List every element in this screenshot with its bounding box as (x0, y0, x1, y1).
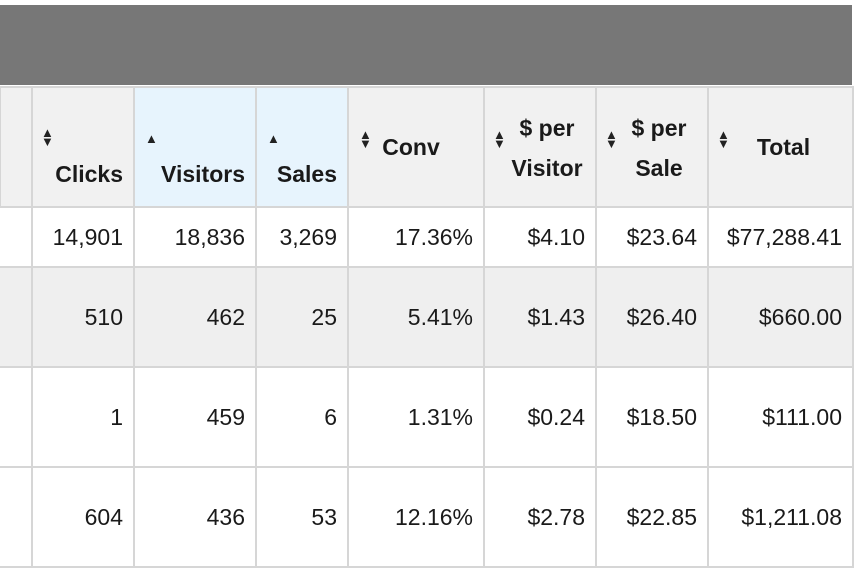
sort-both-icon[interactable]: ▲ ▼ (359, 127, 372, 151)
column-header-per-sale[interactable]: ▲ ▼ $ per Sale (595, 86, 709, 208)
column-header-label: Clicks (55, 161, 123, 187)
row-stub (0, 206, 33, 268)
top-header-bar (0, 5, 852, 85)
row-stub (0, 466, 33, 568)
cell-visitors: 436 (133, 466, 257, 568)
table-row: 510 462 25 5.41% $1.43 $26.40 $660.00 (0, 266, 854, 368)
cell-sales: 6 (255, 366, 349, 468)
cell-visitors: 459 (133, 366, 257, 468)
column-header-label: Total (756, 133, 811, 160)
header-stub (0, 86, 33, 208)
column-header-label-line1: $ per (631, 115, 687, 141)
column-header-per-visitor[interactable]: ▲ ▼ $ per Visitor (483, 86, 597, 208)
cell-conv: 1.31% (347, 366, 485, 468)
sort-both-icon[interactable]: ▲ ▼ (493, 127, 506, 151)
table-row: 1 459 6 1.31% $0.24 $18.50 $111.00 (0, 366, 854, 468)
cell-clicks: 604 (31, 466, 135, 568)
cell-sales: 25 (255, 266, 349, 368)
cell-conv: 17.36% (347, 206, 485, 268)
cell-conv: 12.16% (347, 466, 485, 568)
cell-conv: 5.41% (347, 266, 485, 368)
table-header-row: ▲ ▼ Clicks ▲ Visitors ▲ Sales ▲ ▼ Conv ▲ ▼ … (0, 86, 854, 208)
column-header-label: Conv (382, 133, 440, 160)
column-header-visitors[interactable]: ▲ Visitors (133, 86, 257, 208)
column-header-label: Visitors (161, 161, 245, 187)
row-stub (0, 266, 33, 368)
table-row: 14,901 18,836 3,269 17.36% $4.10 $23.64 … (0, 206, 854, 268)
cell-per-sale: $18.50 (595, 366, 709, 468)
cell-total: $77,288.41 (707, 206, 854, 268)
cell-sales: 53 (255, 466, 349, 568)
cell-per-visitor: $2.78 (483, 466, 597, 568)
cell-clicks: 1 (31, 366, 135, 468)
cell-per-visitor: $0.24 (483, 366, 597, 468)
cell-per-sale: $22.85 (595, 466, 709, 568)
column-header-conv[interactable]: ▲ ▼ Conv (347, 86, 485, 208)
column-header-label-line1: $ per (519, 115, 575, 141)
cell-per-sale: $23.64 (595, 206, 709, 268)
table-row: 604 436 53 12.16% $2.78 $22.85 $1,211.08 (0, 466, 854, 568)
cell-sales: 3,269 (255, 206, 349, 268)
cell-clicks: 510 (31, 266, 135, 368)
cell-visitors: 462 (133, 266, 257, 368)
column-header-label: $ per Visitor (511, 108, 582, 188)
sort-both-icon[interactable]: ▲ ▼ (605, 127, 618, 151)
sort-both-icon[interactable]: ▲ ▼ (41, 125, 54, 149)
column-header-label-line2: Visitor (511, 155, 583, 181)
cell-visitors: 18,836 (133, 206, 257, 268)
sort-both-icon[interactable]: ▲ ▼ (717, 127, 730, 151)
cell-total: $660.00 (707, 266, 854, 368)
stats-table: ▲ ▼ Clicks ▲ Visitors ▲ Sales ▲ ▼ Conv ▲ ▼ … (0, 86, 854, 568)
cell-per-visitor: $1.43 (483, 266, 597, 368)
sort-up-icon[interactable]: ▲ (267, 131, 280, 146)
column-header-label: $ per Sale (632, 108, 687, 188)
column-header-label: Sales (276, 161, 337, 187)
column-header-total[interactable]: ▲ ▼ Total (707, 86, 854, 208)
cell-total: $111.00 (707, 366, 854, 468)
column-header-clicks[interactable]: ▲ ▼ Clicks (31, 86, 135, 208)
cell-per-visitor: $4.10 (483, 206, 597, 268)
column-header-sales[interactable]: ▲ Sales (255, 86, 349, 208)
column-header-label-line2: Sale (635, 155, 683, 181)
cell-per-sale: $26.40 (595, 266, 709, 368)
cell-total: $1,211.08 (707, 466, 854, 568)
row-stub (0, 366, 33, 468)
cell-clicks: 14,901 (31, 206, 135, 268)
sort-up-icon[interactable]: ▲ (145, 131, 158, 146)
